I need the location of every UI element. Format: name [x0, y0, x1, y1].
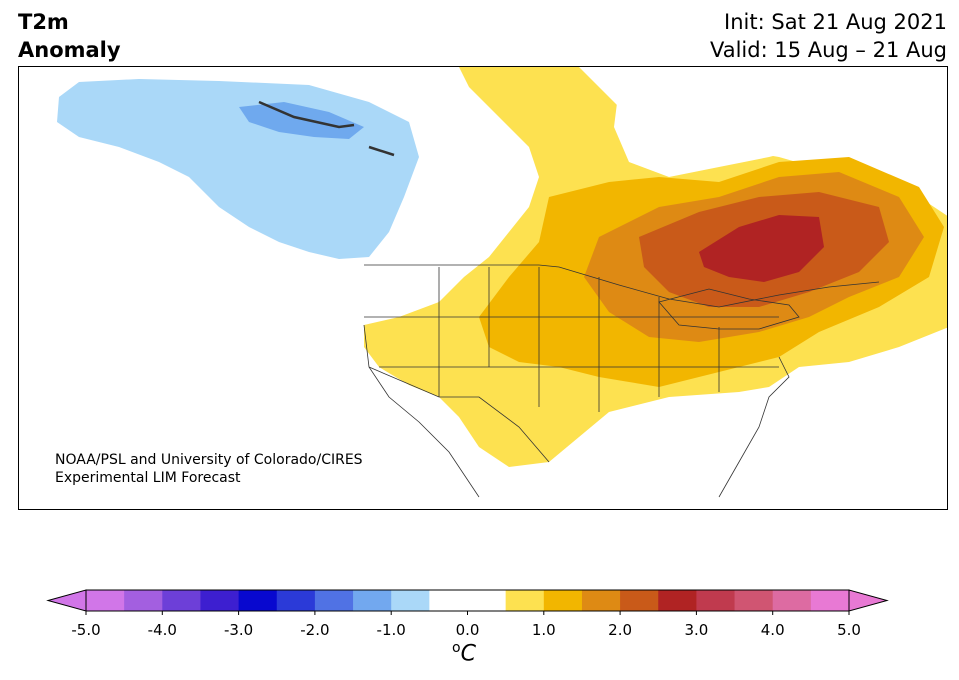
- coast-detail-1: [258, 100, 355, 129]
- cold-anomaly-region: [57, 79, 419, 259]
- colorbar-cell: [696, 590, 736, 611]
- colorbar-tick-label: -2.0: [300, 621, 329, 639]
- colorbar-cell: [581, 590, 621, 611]
- colorbar-cell: [276, 590, 316, 611]
- credit-text: NOAA/PSL and University of Colorado/CIRE…: [55, 451, 363, 487]
- colorbar-cell: [467, 590, 507, 611]
- map-canvas: [57, 67, 947, 498]
- colorbar-cells: [46, 589, 889, 612]
- init-date: Init: Sat 21 Aug 2021: [724, 10, 947, 34]
- cold-anomaly-core: [239, 102, 364, 139]
- great-lakes: [658, 288, 800, 330]
- unit-superscript: o: [452, 640, 461, 656]
- state-lines-2: [364, 316, 779, 368]
- neutral-region-hudson: [614, 72, 829, 177]
- warm-anomaly-red: [699, 215, 824, 282]
- colorbar-cell: [314, 590, 354, 611]
- colorbar-under-arrow: [46, 589, 87, 612]
- colorbar: -5.0 -4.0 -3.0 -2.0 -1.0 0.0 1.0 2.0 3.0 4.0 5.0: [0, 585, 959, 680]
- colorbar-unit: oC: [452, 640, 476, 666]
- colorbar-tick-label: -5.0: [71, 621, 100, 639]
- colorbar-cell: [238, 590, 278, 611]
- colorbar-cell: [162, 590, 201, 611]
- colorbar-over-arrow: [848, 589, 889, 612]
- colorbar-cell: [772, 590, 812, 611]
- west-coast: [363, 324, 480, 498]
- colorbar-cell: [86, 590, 125, 611]
- colorbar-cell: [505, 590, 545, 611]
- colorbar-ticks: -5.0 -4.0 -3.0 -2.0 -1.0 0.0 1.0 2.0 3.0 4.0 5.0: [71, 611, 861, 639]
- colorbar-tick-label: -4.0: [148, 621, 177, 639]
- colorbar-cell: [200, 590, 240, 611]
- colorbar-tick-label: -3.0: [224, 621, 253, 639]
- anomaly-map: NOAA/PSL and University of Colorado/CIRE…: [18, 66, 948, 510]
- credit-line-1: NOAA/PSL and University of Colorado/CIRE…: [55, 452, 363, 468]
- colorbar-cell: [429, 590, 468, 611]
- colorbar-tick-label: 0.0: [456, 621, 480, 639]
- colorbar-cell: [391, 590, 430, 611]
- title-line-1: T2m: [18, 10, 69, 34]
- colorbar-cell: [658, 590, 697, 611]
- title-line-2: Anomaly: [18, 38, 121, 62]
- colorbar-cell: [620, 590, 659, 611]
- valid-range: Valid: 15 Aug – 21 Aug: [709, 38, 947, 62]
- colorbar-tick-label: 3.0: [684, 621, 708, 639]
- forecast-dates: Init: Sat 21 Aug 2021 Valid: 15 Aug – 21…: [710, 8, 947, 64]
- colorbar-tick-label: 4.0: [761, 621, 785, 639]
- colorbar-tick-label: 1.0: [532, 621, 556, 639]
- colorbar-tick-label: 2.0: [608, 621, 632, 639]
- colorbar-cell: [810, 590, 850, 611]
- colorbar-cell: [734, 590, 774, 611]
- colorbar-cell: [124, 590, 163, 611]
- coast-detail-2: [368, 145, 395, 157]
- east-coast: [718, 356, 790, 498]
- map-title: T2m Anomaly: [18, 8, 121, 64]
- colorbar-cell: [353, 590, 392, 611]
- colorbar-tick-label: -1.0: [377, 621, 406, 639]
- colorbar-svg: -5.0 -4.0 -3.0 -2.0 -1.0 0.0 1.0 2.0 3.0 4.0 5.0: [46, 589, 889, 639]
- unit-label: C: [460, 641, 476, 667]
- colorbar-tick-label: 5.0: [837, 621, 861, 639]
- colorbar-cell: [543, 590, 583, 611]
- us-mexico-border: [368, 366, 550, 463]
- credit-line-2: Experimental LIM Forecast: [55, 470, 241, 486]
